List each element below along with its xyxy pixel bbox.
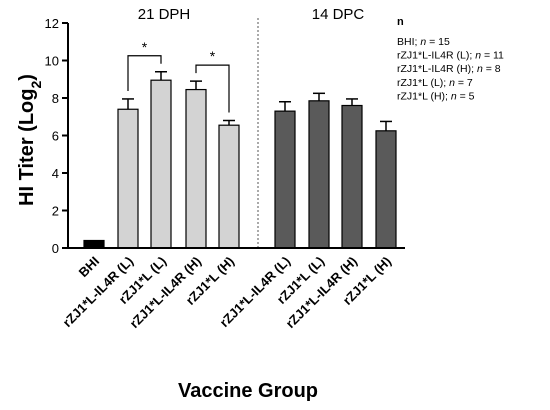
- significance-brackets: **: [127, 39, 230, 113]
- y-axis-title-subscript: 2: [28, 81, 44, 89]
- y-axis-title-close: ): [16, 74, 38, 81]
- bar: [308, 100, 330, 249]
- legend-entry: rZJ1*L (L); n = 7: [397, 77, 473, 89]
- plot-area: [83, 18, 397, 249]
- legend-entry: BHI; n = 15: [397, 36, 450, 48]
- y-axis: 0 2 4 6 8 10 12: [45, 16, 405, 256]
- significance-label: *: [142, 39, 148, 55]
- bar: [274, 110, 296, 249]
- bar: [341, 104, 363, 249]
- bar: [117, 108, 139, 249]
- x-axis-title: Vaccine Group: [178, 380, 318, 402]
- y-tick-label: 6: [52, 129, 59, 144]
- bar: [218, 124, 240, 249]
- bar: [375, 130, 397, 249]
- y-tick-label: 8: [52, 91, 59, 106]
- legend-entry: rZJ1*L-IL4R (H); n = 8: [397, 63, 501, 75]
- significance-label: *: [210, 48, 216, 64]
- bar: [185, 88, 207, 249]
- legend-entry: rZJ1*L (H); n = 5: [397, 90, 475, 102]
- group-labels: 21 DPH 14 DPC: [138, 6, 365, 23]
- group-label: 21 DPH: [138, 6, 191, 23]
- y-tick-label: 2: [52, 204, 59, 219]
- significance-bracket: [195, 64, 230, 113]
- bar: [83, 239, 105, 249]
- significance-bracket: [127, 55, 162, 91]
- legend-title: n: [397, 16, 404, 28]
- bar: [150, 79, 172, 249]
- y-tick-label: 0: [52, 241, 59, 256]
- category-label: BHI: [76, 254, 102, 280]
- y-tick-label: 4: [52, 166, 59, 181]
- y-axis-title: HI Titer (Log2): [16, 74, 44, 206]
- y-tick-label: 12: [45, 16, 59, 31]
- y-axis-title-main: HI Titer (Log: [16, 89, 38, 206]
- group-label: 14 DPC: [312, 6, 365, 23]
- y-tick-label: 10: [45, 54, 59, 69]
- legend-entry: rZJ1*L-IL4R (L); n = 11: [397, 50, 504, 62]
